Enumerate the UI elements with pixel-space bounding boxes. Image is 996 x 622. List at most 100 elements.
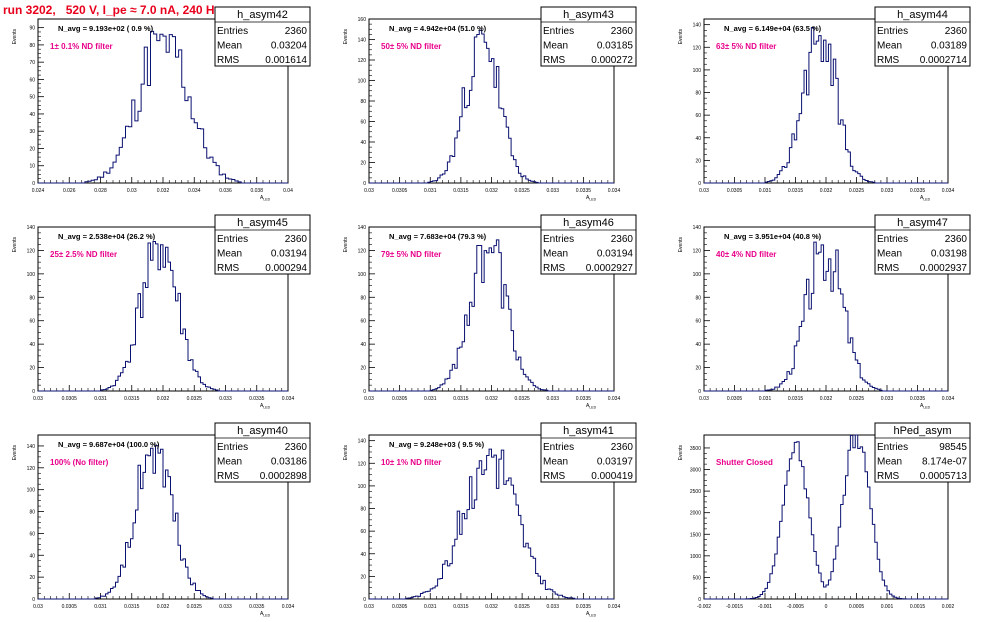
y-tick-label: 40 (29, 112, 35, 118)
y-tick-label: 20 (29, 146, 35, 152)
panel-h_asym43: 0 20 40 60 80 100 120 140 160 0.03 0.0305 0.031 0.03… (343, 6, 637, 202)
histogram-line (369, 239, 614, 392)
y-tick-label: 100 (358, 484, 367, 490)
stats-key: Entries (877, 234, 908, 245)
x-tick-label: 0.034 (188, 188, 201, 194)
stats-value: 0.03189 (931, 41, 968, 52)
stats-value: 0.03198 (931, 249, 968, 260)
x-tick-label: 0.034 (608, 188, 621, 194)
y-tick-label: 100 (358, 272, 367, 278)
y-tick-label: 100 (358, 79, 367, 85)
x-tick-label: 0.0305 (62, 604, 78, 610)
stats-value: 0.0002927 (586, 263, 634, 274)
histogram-line (704, 27, 948, 184)
y-tick-label: 70 (29, 60, 35, 66)
y-axis-title: Events (678, 237, 684, 253)
x-tick-label: 0.032 (820, 396, 833, 402)
y-tick-label: 20 (29, 366, 35, 372)
y-tick-label: 0 (698, 597, 701, 603)
x-tick-label: 0.0305 (392, 188, 408, 194)
stats-key: Entries (543, 234, 574, 245)
stats-key: Entries (877, 442, 908, 453)
stats-key: RMS (217, 471, 240, 482)
stats-key: RMS (543, 263, 566, 274)
stats-value: 0.000419 (591, 471, 633, 482)
x-tick-label: 0.0305 (62, 396, 78, 402)
stats-key: Entries (543, 442, 574, 453)
y-tick-label: 0 (698, 389, 701, 395)
stats-value: 0.0002937 (920, 263, 968, 274)
stats-name: h_asym46 (563, 217, 614, 229)
y-tick-label: 80 (360, 507, 366, 513)
y-tick-label: 60 (29, 77, 35, 83)
y-tick-label: 60 (29, 531, 35, 537)
x-tick-label: -0.0005 (787, 604, 804, 610)
stats-key: Entries (543, 26, 574, 37)
y-tick-label: 40 (360, 140, 366, 146)
x-tick-label: 0.034 (608, 396, 621, 402)
filter-annotation: 63± 5% ND filter (716, 42, 776, 51)
x-tick-label: 0.0315 (124, 396, 140, 402)
x-tick-label: 0.0335 (910, 188, 926, 194)
y-tick-label: 20 (360, 366, 366, 372)
y-tick-label: 60 (360, 319, 366, 325)
navg-label: N_avg = 6.149e+04 (63.5 %) (724, 24, 822, 33)
x-axis-title: ALED (920, 403, 931, 410)
y-tick-label: 80 (360, 99, 366, 105)
x-tick-label: 0.032 (485, 396, 498, 402)
stats-key: Mean (543, 457, 568, 468)
y-tick-label: 80 (695, 91, 701, 97)
x-tick-label: 0.031 (424, 188, 437, 194)
y-tick-label: 60 (695, 319, 701, 325)
histogram-line (38, 445, 288, 600)
histogram-line (704, 241, 948, 392)
x-tick-label: 0.03 (33, 396, 43, 402)
y-tick-label: 80 (29, 43, 35, 49)
stats-value: 98545 (939, 442, 967, 453)
x-tick-label: 0.038 (250, 188, 263, 194)
stats-box (874, 214, 971, 275)
x-tick-label: 0.002 (942, 604, 955, 610)
y-tick-label: 0 (32, 181, 35, 187)
y-axis-title: Events (12, 445, 18, 461)
stats-key: Mean (877, 249, 902, 260)
stats-value: 0.001614 (265, 55, 307, 66)
histogram-line (38, 241, 288, 392)
y-tick-label: 100 (27, 272, 36, 278)
stats-value: 2360 (611, 26, 634, 37)
stats-name: h_asym47 (897, 217, 948, 229)
x-tick-label: 0.032 (157, 604, 170, 610)
x-tick-label: 0.0315 (788, 188, 804, 194)
y-tick-label: 140 (358, 38, 367, 44)
y-axis-title: Events (12, 29, 18, 45)
y-tick-label: 90 (29, 26, 35, 32)
y-axis-title: Events (12, 237, 18, 253)
x-tick-label: 0.034 (942, 188, 955, 194)
y-tick-label: 2500 (690, 489, 701, 495)
stats-value: 0.0005713 (920, 471, 968, 482)
x-tick-label: 0.03 (127, 188, 137, 194)
x-tick-label: 0.0325 (187, 604, 203, 610)
y-tick-label: 120 (27, 466, 36, 472)
filter-annotation: 50± 5% ND filter (381, 42, 441, 51)
filter-annotation: Shutter Closed (716, 458, 773, 467)
stats-value: 0.000272 (591, 55, 633, 66)
stats-key: RMS (543, 471, 566, 482)
stats-box (540, 214, 637, 275)
stats-key: RMS (217, 263, 240, 274)
x-tick-label: 0.0325 (849, 396, 865, 402)
stats-key: RMS (877, 55, 900, 66)
x-tick-label: 0.031 (424, 604, 437, 610)
filter-annotation: 1± 0.1% ND filter (50, 42, 113, 51)
x-tick-label: 0.032 (157, 188, 170, 194)
navg-label: N_avg = 7.683e+04 (79.3 %) (389, 232, 487, 241)
panel-h_asym45: 0 20 40 60 80 100 120 140 0.03 0.0305 0.031 0.0315 0… (12, 214, 311, 410)
y-tick-label: 80 (29, 510, 35, 516)
y-tick-label: 3000 (690, 468, 701, 474)
histogram-line (369, 448, 614, 600)
y-axis-title: Events (343, 29, 349, 45)
x-tick-label: 0.0305 (727, 188, 743, 194)
x-tick-label: 0.0315 (453, 604, 469, 610)
x-tick-label: 0 (825, 604, 828, 610)
